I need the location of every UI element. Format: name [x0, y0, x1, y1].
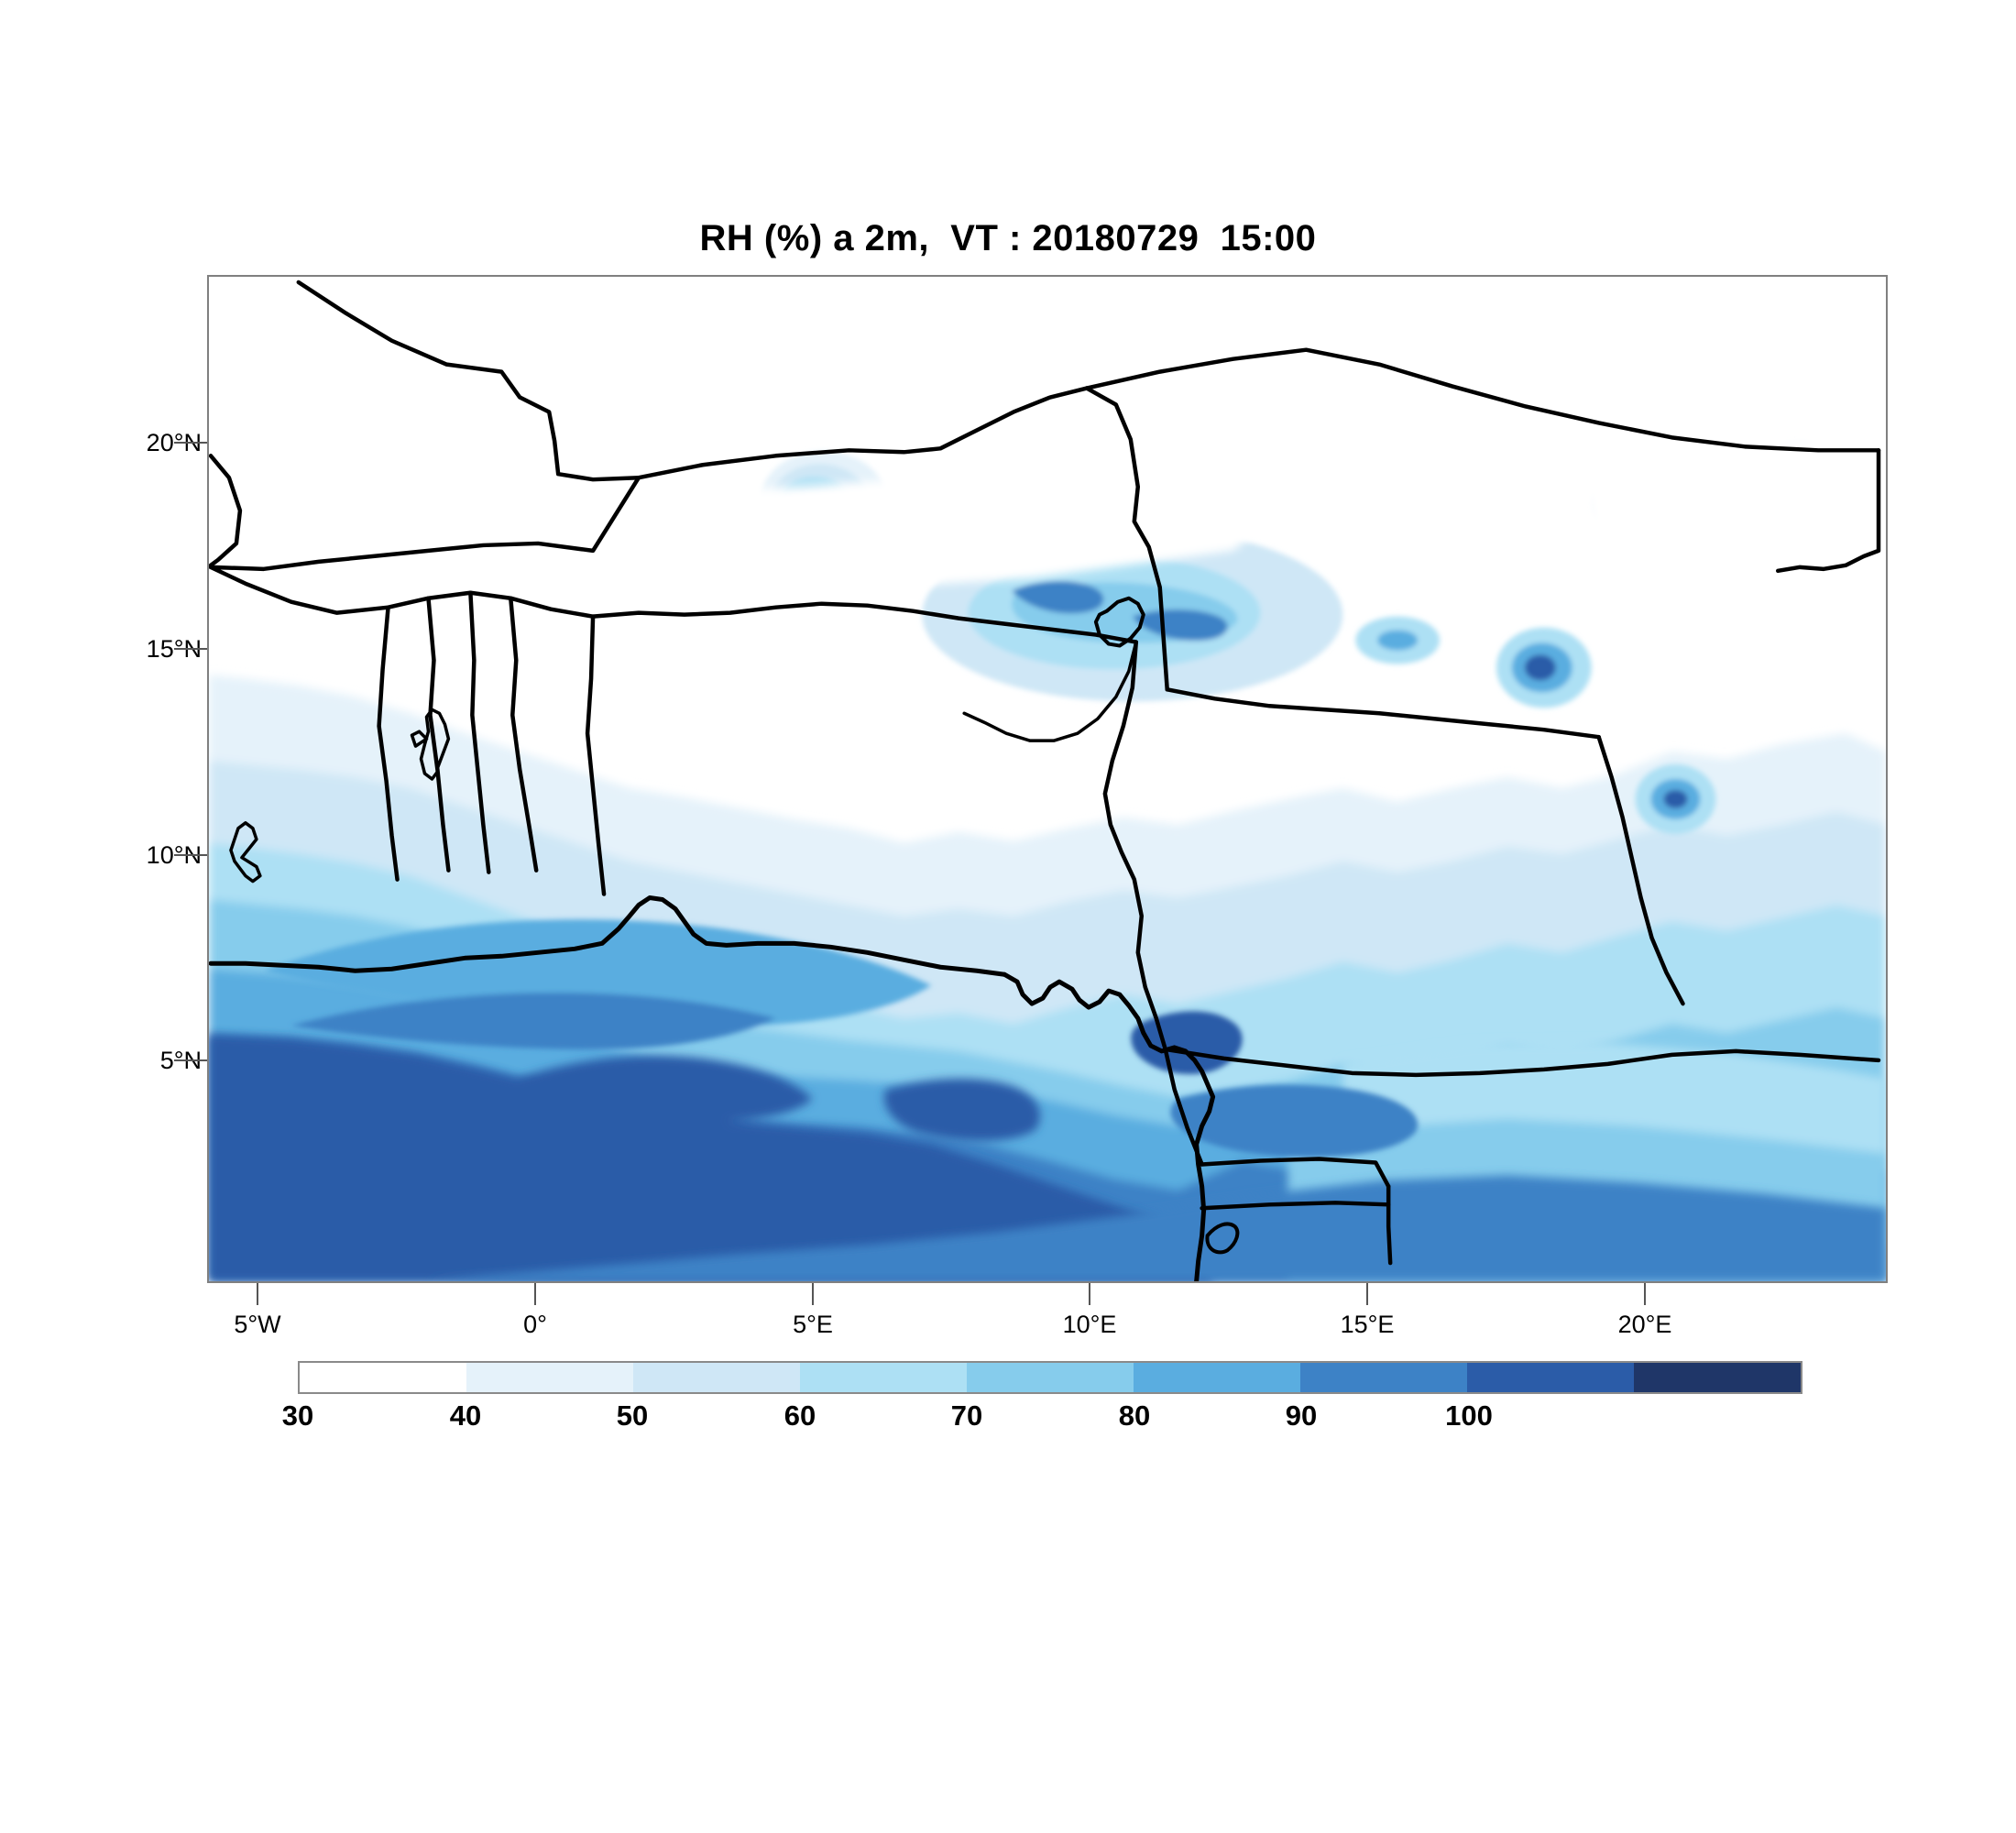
rh-core-coast-west — [510, 1055, 813, 1122]
rh-ocean-south-80 — [428, 1175, 1886, 1281]
rh-ocean-south-group — [428, 1175, 1886, 1281]
colorbar-cell-3 — [800, 1363, 967, 1392]
ytick-line-20n — [174, 442, 207, 444]
colorbar-cell-1 — [466, 1363, 633, 1392]
xtick-label-5e: 5°E — [793, 1311, 833, 1338]
rh-coastal-tongue-group — [263, 919, 932, 1050]
xtick-label-10e: 10°E — [1062, 1311, 1117, 1338]
border-sudan-east — [1776, 448, 1881, 574]
border-congo-box — [1200, 1201, 1391, 1211]
border-niger-north — [636, 386, 1090, 480]
colorbar-cell-7 — [1467, 1363, 1634, 1392]
rh-gabon-belt — [1170, 1084, 1419, 1158]
rh-chad-east-spot-core — [1377, 630, 1419, 651]
border-mauritania — [209, 454, 243, 568]
border-niger-nigeria — [590, 601, 1139, 644]
colorbar-tick-30: 30 — [281, 1399, 314, 1432]
colorbar-cell-2 — [633, 1363, 800, 1392]
colorbar-cell-8 — [1634, 1363, 1801, 1392]
rh-contour-map — [209, 277, 1886, 1281]
border-car-south — [1163, 1047, 1881, 1078]
rh-dry-wedge-central — [602, 472, 1288, 606]
xtick-label-0: 0° — [523, 1311, 547, 1338]
xtick-line-0 — [534, 1283, 536, 1305]
ytick-line-15n — [174, 648, 207, 650]
xtick-line-10e — [1089, 1283, 1090, 1305]
rh-tongue-80 — [290, 993, 776, 1050]
rh-congo-50 — [1342, 1041, 1886, 1154]
xtick-line-5w — [257, 1283, 258, 1305]
rh-dry-wedge-group — [602, 432, 1886, 707]
colorbar-cell-5 — [1134, 1363, 1300, 1392]
xtick-line-5e — [812, 1283, 814, 1305]
coastline-niger-delta — [1002, 971, 1216, 1281]
colorbar-tick-50: 50 — [616, 1399, 649, 1432]
border-mali-burkina — [209, 565, 596, 619]
colorbar-cell-0 — [300, 1363, 466, 1392]
map-outlines-group — [209, 280, 1881, 1281]
colorbar-tick-100: 100 — [1445, 1399, 1493, 1432]
coastline-sierra-leone — [229, 821, 262, 884]
border-benin — [509, 596, 539, 873]
ytick-line-10n — [174, 854, 207, 856]
xtick-label-20e: 20°E — [1617, 1311, 1672, 1338]
border-nigeria-west — [585, 614, 607, 896]
colorbar-tick-60: 60 — [783, 1399, 816, 1432]
river-niger-benue — [962, 640, 1138, 742]
border-mali-south — [209, 475, 641, 572]
colorbar-tick-70: 70 — [950, 1399, 983, 1432]
coastline-guinea-coast — [209, 895, 1007, 977]
rh-dry-wedge-ne — [1580, 432, 1886, 707]
colorbar-tick-80: 80 — [1118, 1399, 1151, 1432]
border-gabon-north — [1386, 1184, 1393, 1266]
border-car-sudan — [1596, 734, 1685, 1006]
rh-jebel-core — [1663, 789, 1688, 808]
xtick-label-15e: 15°E — [1340, 1311, 1395, 1338]
colorbar-cell-4 — [967, 1363, 1134, 1392]
rh-chad-group — [922, 528, 1441, 702]
lake-volta — [410, 708, 451, 781]
rh-darfur-core — [1524, 654, 1556, 681]
border-eqguinea — [1200, 1157, 1391, 1189]
border-ghana-east — [426, 596, 451, 873]
ytick-line-5n — [174, 1059, 207, 1061]
xtick-line-15e — [1366, 1283, 1368, 1305]
xtick-label-5w: 5°W — [234, 1311, 281, 1338]
rh-band-gte90-ocean — [209, 1034, 1215, 1281]
border-togo — [468, 590, 491, 874]
map-plot-area[interactable] — [207, 275, 1888, 1283]
colorbar-cell-6 — [1300, 1363, 1467, 1392]
lake-chad — [1093, 596, 1145, 648]
border-ghana-west — [377, 605, 400, 882]
rh-core-delta — [883, 1078, 1041, 1141]
colorbar-tick-40: 40 — [449, 1399, 482, 1432]
colorbar-tick-90: 90 — [1285, 1399, 1318, 1432]
border-libya-sudan — [1084, 347, 1881, 453]
border-algeria-mali — [296, 280, 641, 482]
island-bioko — [1205, 1222, 1240, 1255]
border-libya-chad — [1084, 386, 1169, 692]
border-chad-car — [1165, 687, 1601, 740]
border-nigeria-cameroon — [1102, 640, 1167, 1052]
rh-chad-max-2 — [1132, 609, 1228, 642]
rh-chad-max-1 — [1012, 580, 1104, 614]
rh-ocean-core-group — [209, 1034, 1215, 1281]
xtick-line-20e — [1644, 1283, 1646, 1305]
page-title: RH (%) a 2m, VT : 20180729 15:00 — [699, 218, 1317, 258]
colorbar[interactable] — [298, 1361, 1802, 1394]
